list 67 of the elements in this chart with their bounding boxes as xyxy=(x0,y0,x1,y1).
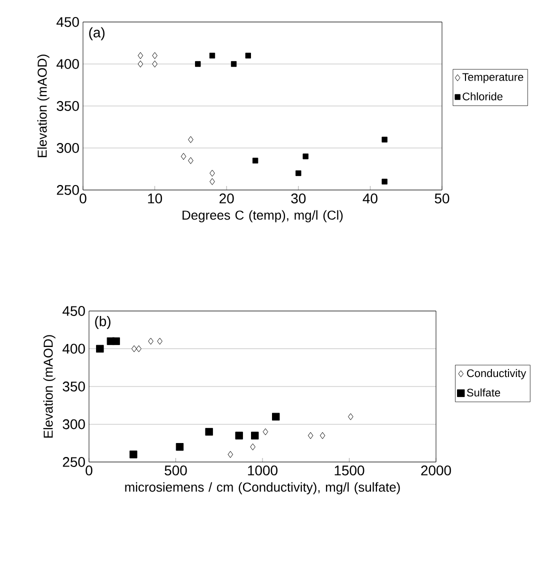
point xyxy=(348,413,354,420)
legend-label: Chloride xyxy=(462,92,502,100)
point xyxy=(195,61,201,67)
x-tick-label: 0 xyxy=(86,466,92,476)
point xyxy=(136,345,142,352)
point xyxy=(188,136,194,144)
legend-label: Conductivity xyxy=(467,369,526,380)
point xyxy=(138,52,144,60)
y-tick-label: 450 xyxy=(62,306,85,316)
point xyxy=(130,450,138,458)
point xyxy=(250,443,256,450)
point xyxy=(152,60,158,68)
annotation: (a) xyxy=(89,27,104,40)
point xyxy=(262,428,268,436)
y-tick-label: 350 xyxy=(56,101,79,111)
y-tick-label: 300 xyxy=(56,143,79,153)
x-tick-label: 0 xyxy=(80,194,86,204)
point xyxy=(96,344,104,353)
x-tick-label: 40 xyxy=(362,194,378,204)
x-tick-label: 10 xyxy=(148,194,162,204)
y-tick-label: 250 xyxy=(56,185,79,195)
point xyxy=(157,338,162,345)
point xyxy=(205,428,213,436)
x-axis-title: microsiemens / cm (Conductivity), mg/l (sulfate) xyxy=(125,482,400,494)
y-tick-label: 250 xyxy=(62,457,85,467)
annotation: (b) xyxy=(95,316,110,330)
x-tick-label: 30 xyxy=(291,194,306,204)
legend-label: Temperature xyxy=(462,73,524,84)
point xyxy=(302,154,308,160)
point xyxy=(180,152,186,160)
x-tick-label: 50 xyxy=(434,194,450,204)
legend-label: Sulfate xyxy=(466,388,500,397)
x-tick-label: 1500 xyxy=(334,466,364,476)
y-tick-label: 400 xyxy=(62,344,85,354)
point xyxy=(296,170,302,176)
point xyxy=(382,178,388,184)
point xyxy=(228,451,234,458)
y-tick-label: 450 xyxy=(56,17,79,27)
x-tick-label: 2000 xyxy=(421,466,451,476)
point xyxy=(210,178,215,186)
point xyxy=(382,136,388,142)
point xyxy=(176,443,184,451)
y-tick-label: 300 xyxy=(62,419,85,430)
point xyxy=(188,157,194,164)
y-axis-title: Elevation (mAOD) xyxy=(37,54,50,158)
point xyxy=(152,52,158,60)
point xyxy=(138,60,144,68)
y-axis-title: Elevation (mAOD) xyxy=(43,335,56,438)
point xyxy=(230,61,237,67)
point xyxy=(148,338,154,345)
point xyxy=(252,158,258,164)
point xyxy=(131,345,137,352)
x-tick-label: 20 xyxy=(220,194,234,204)
point xyxy=(210,170,215,177)
point xyxy=(209,52,216,58)
y-tick-label: 400 xyxy=(56,59,79,69)
x-tick-label: 500 xyxy=(164,466,187,476)
point xyxy=(112,337,120,346)
point xyxy=(308,432,314,440)
point xyxy=(251,432,259,440)
point xyxy=(245,52,251,58)
point xyxy=(320,432,326,440)
x-axis-title: Degrees C (temp), mg/l (Cl) xyxy=(182,210,343,222)
point xyxy=(272,412,280,421)
point xyxy=(235,432,243,440)
x-tick-label: 1000 xyxy=(248,466,278,476)
y-tick-label: 350 xyxy=(62,382,85,392)
